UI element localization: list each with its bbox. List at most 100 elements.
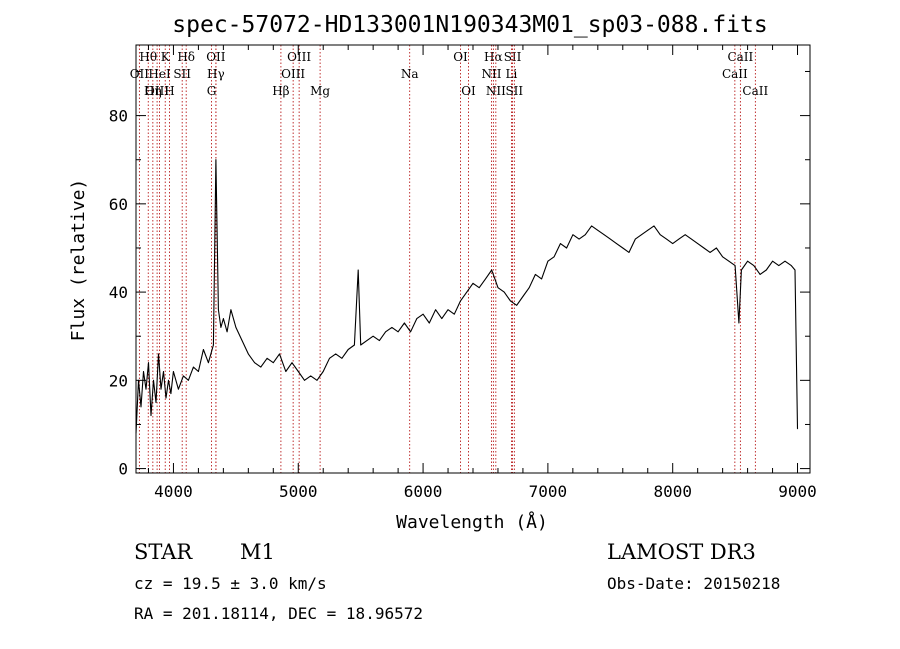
data-point-59 [410, 331, 411, 333]
data-point-106 [703, 247, 705, 249]
marker-label-17: OI [453, 50, 468, 64]
data-point-68 [466, 291, 468, 293]
data-point-34 [260, 366, 262, 368]
data-point-35 [266, 357, 268, 359]
data-point-98 [653, 225, 655, 227]
survey-name: LAMOST DR3 [607, 540, 756, 564]
data-point-76 [516, 304, 518, 306]
data-point-73 [497, 287, 499, 289]
data-point-36 [272, 362, 274, 364]
x-tick-label-4000: 4000 [154, 482, 193, 501]
plot-frame [135, 44, 811, 474]
data-point-50 [357, 269, 359, 271]
data-point-64 [441, 318, 443, 319]
data-point-52 [366, 340, 368, 342]
marker-label-6: SII [173, 67, 191, 81]
data-point-63 [435, 309, 436, 311]
data-point-22 [207, 362, 209, 364]
data-point-93 [622, 247, 624, 249]
data-point-113 [740, 269, 742, 271]
spectrum-series [135, 159, 799, 434]
data-point-4 [145, 388, 147, 390]
marker-label-14: Hβ [272, 84, 289, 98]
data-point-101 [672, 243, 674, 244]
data-point-13 [168, 379, 169, 381]
data-point-80 [541, 278, 543, 280]
data-point-38 [285, 371, 287, 372]
marker-label-11: G [207, 84, 217, 98]
data-point-61 [422, 313, 424, 315]
y-tick-label-20: 20 [109, 371, 128, 390]
y-tick-label-40: 40 [109, 283, 128, 302]
marker-label-13: OIII [281, 67, 305, 81]
x-axis-label: Wavelength (Å) [396, 511, 548, 533]
data-point-86 [578, 238, 580, 240]
data-point-71 [485, 278, 486, 280]
data-point-18 [188, 379, 189, 381]
data-point-65 [447, 309, 449, 311]
data-point-57 [397, 331, 399, 333]
data-point-27 [222, 318, 224, 319]
data-point-79 [535, 274, 536, 275]
data-point-78 [528, 287, 530, 289]
marker-label-8: Hδ [177, 50, 195, 64]
chart-title: spec-57072-HD133001N190343M01_sp03-088.f… [172, 12, 767, 38]
data-point-91 [609, 238, 611, 240]
marker-label-21: NII [486, 84, 506, 98]
data-point-105 [697, 243, 699, 244]
data-point-100 [666, 238, 667, 240]
data-point-60 [416, 318, 418, 319]
data-point-70 [478, 287, 480, 289]
data-point-119 [778, 265, 780, 267]
marker-label-7: H [164, 84, 174, 98]
data-point-25 [217, 309, 219, 311]
data-point-39 [291, 362, 293, 364]
data-point-123 [797, 428, 798, 430]
data-point-102 [678, 238, 680, 240]
data-point-3 [143, 371, 144, 372]
data-point-11 [163, 371, 164, 372]
data-point-29 [230, 309, 232, 311]
x-tick-label-9000: 9000 [778, 482, 817, 501]
data-point-96 [641, 234, 642, 236]
data-point-66 [453, 313, 455, 315]
marker-label-16: Na [401, 67, 419, 81]
data-point-51 [360, 344, 362, 346]
marker-label-26: CaII [722, 67, 748, 81]
marker-label-10: Hγ [207, 67, 225, 81]
data-point-46 [335, 353, 337, 355]
data-point-55 [385, 331, 387, 333]
data-point-85 [572, 234, 574, 236]
data-point-17 [183, 375, 184, 377]
coordinates: RA = 201.18114, DEC = 18.96572 [134, 604, 423, 623]
data-point-41 [304, 379, 305, 381]
marker-label-24: SII [505, 84, 523, 98]
data-point-2 [140, 406, 142, 408]
marker-label-12: OIII [287, 50, 311, 64]
marker-label-20: NII [481, 67, 501, 81]
data-point-120 [784, 260, 786, 262]
data-point-92 [616, 243, 617, 244]
data-point-89 [597, 229, 599, 231]
data-point-43 [316, 379, 318, 381]
redshift-value: cz = 19.5 ± 3.0 km/s [134, 574, 327, 593]
marker-label-2: OIII [145, 84, 169, 98]
data-point-62 [428, 322, 430, 324]
data-point-53 [372, 335, 374, 337]
marker-label-1: OII [130, 67, 150, 81]
data-point-112 [738, 322, 740, 324]
data-point-30 [235, 326, 237, 328]
data-point-118 [772, 260, 773, 262]
data-point-72 [491, 269, 493, 271]
data-point-20 [198, 371, 199, 372]
marker-label-25: CaII [727, 50, 753, 64]
plot-axes: 4000 5000 6000 7000 8000 9000 0 20 40 60 80 [109, 44, 817, 501]
data-point-45 [329, 357, 330, 359]
data-point-54 [378, 340, 380, 342]
data-point-5 [148, 362, 149, 364]
data-point-32 [247, 353, 249, 355]
marker-label-19: Hα [484, 50, 503, 64]
data-point-24 [215, 159, 217, 161]
marker-label-4: Hη [144, 84, 162, 98]
